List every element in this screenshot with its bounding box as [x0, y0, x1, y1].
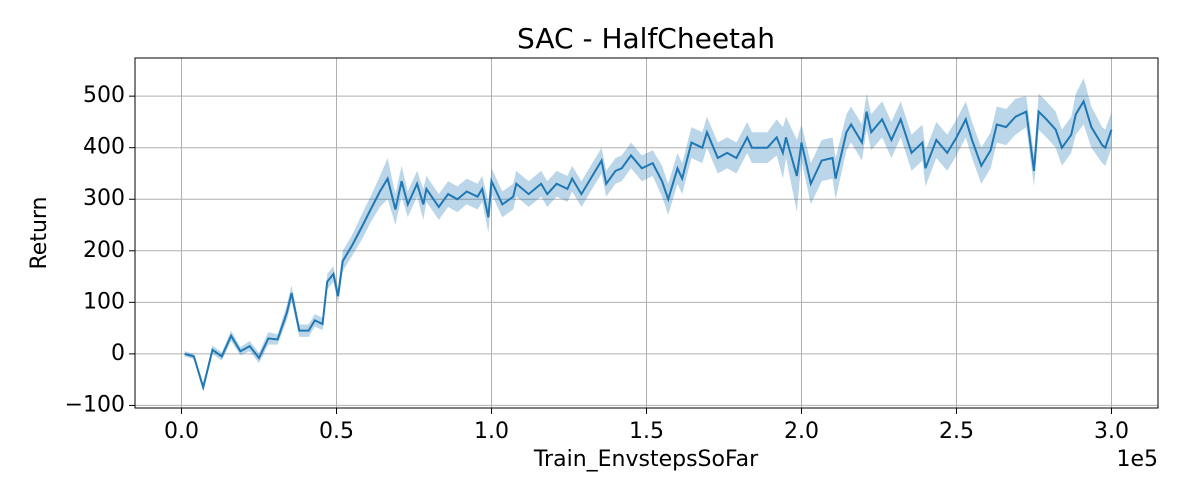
x-tick-label: 3.0: [1094, 419, 1129, 444]
x-offset-label: 1e5: [1116, 447, 1158, 472]
x-tick-label: 1.5: [629, 419, 664, 444]
y-tick-label: 400: [83, 135, 125, 160]
x-tick-label: 0.5: [319, 419, 354, 444]
y-tick-label: −100: [65, 392, 125, 417]
x-tick-label: 2.0: [784, 419, 819, 444]
y-axis-label: Return: [27, 196, 52, 269]
y-tick-label: 0: [111, 341, 125, 366]
x-axis-label: Train_EnvstepsSoFar: [533, 447, 759, 472]
x-tick-label: 1.0: [474, 419, 509, 444]
error-band: [184, 78, 1112, 392]
y-tick-label: 100: [83, 289, 125, 314]
plot-frame: [134, 57, 1159, 409]
y-tick-label: 200: [83, 238, 125, 263]
y-tick-label: 300: [83, 186, 125, 211]
line: [184, 98, 1113, 392]
chart-title: SAC - HalfCheetah: [517, 22, 775, 55]
y-tick-label: 500: [83, 83, 125, 108]
x-tick-label: 2.5: [939, 419, 974, 444]
x-tick-label: 0.0: [164, 419, 199, 444]
